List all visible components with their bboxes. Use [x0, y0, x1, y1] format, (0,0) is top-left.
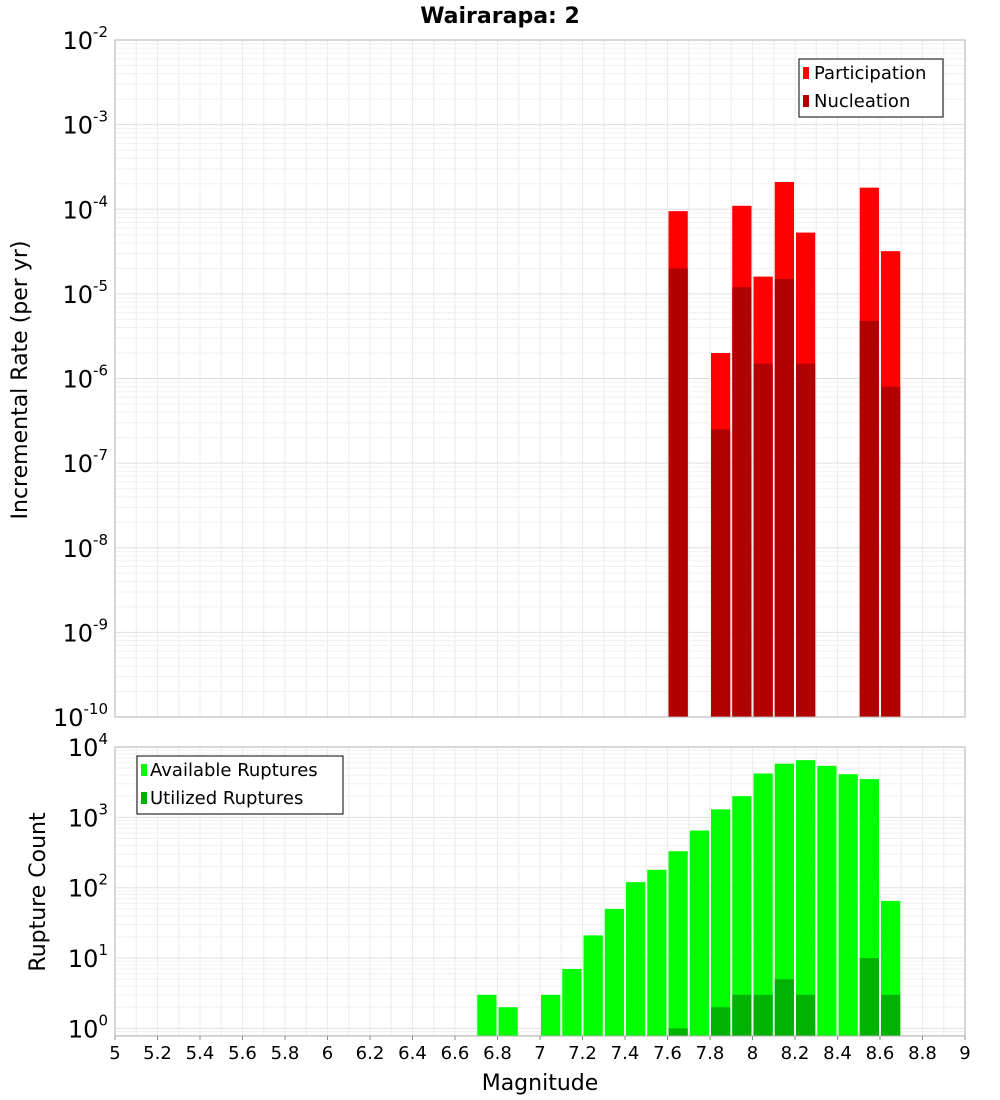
bar-available-ruptures	[732, 796, 752, 1036]
bar-utilized-ruptures	[881, 994, 901, 1036]
bar-available-ruptures	[668, 851, 688, 1036]
x-tick-label: 8	[747, 1043, 758, 1064]
bar-nucleation	[732, 287, 752, 717]
x-tick-label: 6.8	[483, 1043, 512, 1064]
bar-available-ruptures	[626, 882, 646, 1036]
rate-legend-box	[798, 58, 944, 118]
x-tick-label: 5	[109, 1043, 120, 1064]
x-tick-label: 7.8	[696, 1043, 725, 1064]
x-tick-label: 6.6	[441, 1043, 470, 1064]
legend-swatch-utilized	[141, 792, 147, 804]
x-tick-label: 7.6	[653, 1043, 682, 1064]
bar-available-ruptures	[477, 994, 497, 1036]
legend-label-available: Available Ruptures	[150, 760, 318, 781]
bar-nucleation	[711, 429, 731, 717]
count-panel: 100 101 102 103 104 Rupture Count Available …	[26, 730, 966, 1043]
bar-utilized-ruptures	[796, 994, 816, 1036]
x-tick-label: 7.4	[611, 1043, 640, 1064]
bar-nucleation	[753, 363, 773, 717]
x-tick-label: 6	[322, 1043, 333, 1064]
bar-available-ruptures	[689, 830, 709, 1036]
y-tick-label: 100	[68, 1011, 108, 1043]
bar-utilized-ruptures	[711, 1007, 731, 1036]
y-tick-label: 10-7	[62, 446, 108, 478]
chart-title: Wairarapa: 2	[420, 4, 580, 29]
y-tick-label: 10-5	[62, 277, 108, 309]
count-y-axis-label: Rupture Count	[26, 812, 51, 972]
legend-swatch-nucleation	[803, 95, 809, 107]
y-tick-label: 10-2	[62, 23, 108, 55]
bar-utilized-ruptures	[668, 1028, 688, 1036]
rate-bars	[668, 181, 901, 718]
y-tick-label: 103	[68, 800, 108, 832]
count-y-ticks: 100 101 102 103 104	[68, 730, 108, 1043]
y-tick-label: 10-6	[62, 362, 108, 394]
y-tick-label: 10-4	[62, 192, 108, 224]
x-tick-label: 5.2	[143, 1043, 172, 1064]
x-tick-label: 6.4	[398, 1043, 427, 1064]
bar-available-ruptures	[796, 760, 816, 1036]
bar-nucleation	[774, 278, 794, 717]
x-tick-label: 6.2	[356, 1043, 385, 1064]
y-tick-label: 104	[68, 730, 108, 762]
x-tick-label: 7	[534, 1043, 545, 1064]
x-tick-label: 8.6	[866, 1043, 895, 1064]
bar-available-ruptures	[711, 809, 731, 1036]
bar-available-ruptures	[562, 968, 582, 1036]
legend-label-participation: Participation	[814, 63, 926, 84]
bar-available-ruptures	[647, 869, 667, 1036]
x-tick-label: 5.6	[228, 1043, 257, 1064]
bar-nucleation	[796, 363, 816, 717]
rate-panel: 10-10 10-9 10-8 10-7 10-6 10-5 10-4 10-3 10-2 In…	[8, 23, 966, 732]
bar-available-ruptures	[583, 935, 603, 1036]
y-tick-label: 101	[68, 941, 108, 973]
rate-y-ticks: 10-10 10-9 10-8 10-7 10-6 10-5 10-4 10-3 10-2	[53, 23, 108, 732]
x-axis-label: Magnitude	[482, 1071, 599, 1096]
bar-available-ruptures	[498, 1007, 518, 1036]
bar-nucleation	[881, 386, 901, 717]
bar-available-ruptures	[838, 774, 858, 1036]
y-tick-label: 10-9	[62, 615, 108, 647]
bar-nucleation	[668, 268, 688, 717]
x-tick-label: 5.4	[186, 1043, 215, 1064]
bar-available-ruptures	[817, 765, 837, 1036]
rate-legend: Participation Nucleation	[798, 58, 944, 118]
x-axis-ticks: 5 5.2 5.4 5.6 5.8 6 6.2 6.4 6.6 6.8 7 7.2 7.4 7.6 7.8 8…	[109, 1036, 971, 1064]
bar-utilized-ruptures	[859, 958, 879, 1036]
y-tick-label: 10-3	[62, 108, 108, 140]
bar-available-ruptures	[753, 773, 773, 1036]
legend-label-nucleation: Nucleation	[814, 91, 910, 112]
legend-swatch-participation	[803, 67, 809, 79]
legend-label-utilized: Utilized Ruptures	[150, 788, 303, 809]
x-tick-label: 8.8	[908, 1043, 937, 1064]
y-tick-label: 10-8	[62, 531, 108, 563]
x-tick-label: 5.8	[271, 1043, 300, 1064]
rate-y-axis-label: Incremental Rate (per yr)	[8, 241, 33, 520]
bar-utilized-ruptures	[753, 994, 773, 1036]
count-legend: Available Ruptures Utilized Ruptures	[136, 755, 344, 815]
bar-utilized-ruptures	[732, 994, 752, 1036]
rate-plot-frame	[114, 39, 966, 718]
rate-grid	[114, 39, 966, 718]
y-tick-label: 102	[68, 871, 108, 903]
bar-available-ruptures	[541, 994, 561, 1036]
count-legend-box	[136, 755, 344, 815]
bar-utilized-ruptures	[774, 979, 794, 1036]
x-tick-label: 7.2	[568, 1043, 597, 1064]
legend-swatch-available	[141, 764, 147, 776]
x-tick-label: 8.2	[781, 1043, 810, 1064]
x-tick-label: 8.4	[823, 1043, 852, 1064]
bar-available-ruptures	[604, 908, 624, 1036]
y-tick-label: 10-10	[53, 700, 108, 732]
x-tick-label: 9	[959, 1043, 970, 1064]
count-bars	[477, 760, 901, 1036]
bar-nucleation	[859, 320, 879, 717]
bar-available-ruptures	[774, 763, 794, 1036]
